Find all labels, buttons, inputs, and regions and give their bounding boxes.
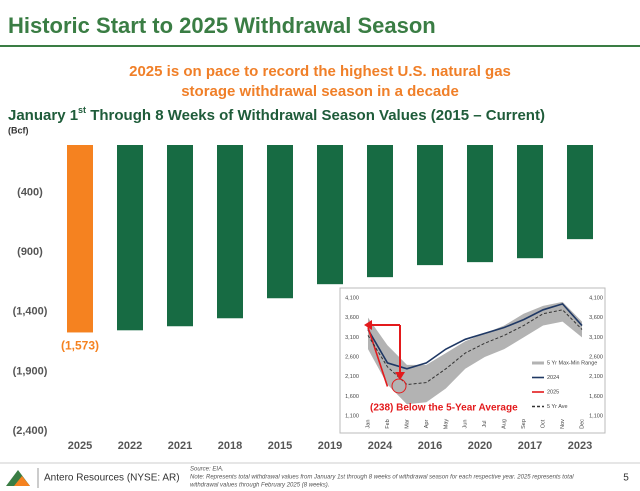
chart-title: January 1st Through 8 Weeks of Withdrawa… xyxy=(8,105,545,124)
x-tick-label: 2023 xyxy=(568,440,592,452)
bar xyxy=(517,145,543,259)
bar xyxy=(67,145,93,333)
x-tick-label: 2015 xyxy=(268,440,292,452)
bar xyxy=(217,145,243,319)
y-tick-label: 1,100 xyxy=(345,413,359,419)
range-band xyxy=(368,301,582,405)
y-tick-label: 1,600 xyxy=(345,394,359,400)
bar-chart: (400) (900) (1,400) (1,900) (2,400) 2025 (1,57… xyxy=(13,145,593,452)
highlight xyxy=(391,378,407,394)
subtitle: storage withdrawal season in a decade xyxy=(181,83,459,100)
pointer-head xyxy=(395,372,405,380)
y-tick-label: 3,600 xyxy=(589,315,603,321)
x-tick-label: 2016 xyxy=(418,440,442,452)
x-tick-label: 2020 xyxy=(468,440,492,452)
x-tick-label: Jul xyxy=(482,420,488,427)
pointer-head xyxy=(364,320,372,330)
bar xyxy=(567,145,593,240)
x-tick-label: 2025 xyxy=(68,440,92,452)
data-label: (1,573) xyxy=(61,339,99,353)
y-tick-label: 2,100 xyxy=(345,374,359,380)
x-tick-label: 2021 xyxy=(168,440,192,452)
x-tick-label: Sep xyxy=(521,419,527,429)
series-line xyxy=(367,302,583,370)
bar xyxy=(467,145,493,263)
y-tick-label: 1,600 xyxy=(589,394,603,400)
y-tick-label: 3,100 xyxy=(589,335,603,341)
x-tick-label: Feb xyxy=(385,419,391,428)
y-tick-label: 2,100 xyxy=(589,374,603,380)
x-tick-label: Apr xyxy=(424,420,430,429)
series-line xyxy=(367,309,583,386)
chart-title-part: Through 8 Weeks of Withdrawal Season Val… xyxy=(86,107,545,124)
y-tick-label: (1,400) xyxy=(13,306,48,318)
x-tick-label: Dec xyxy=(579,419,585,429)
y-tick-label: (2,400) xyxy=(13,425,48,437)
chart-title-part: January 1 xyxy=(8,107,78,124)
x-tick-label: 2019 xyxy=(318,440,342,452)
bar xyxy=(317,145,343,285)
inset-chart: 1,100 1,100 1,600 1,600 2,100 2,100 2,600 2,600… xyxy=(339,287,606,434)
note: withdrawal values through February 2025 … xyxy=(190,483,329,489)
y-tick-label: 1,100 xyxy=(589,413,603,419)
y-tick-label: 3,600 xyxy=(345,315,359,321)
x-tick-label: 2017 xyxy=(518,440,542,452)
legend-label: 5 Yr Ave xyxy=(547,404,568,410)
chart-title-sup: st xyxy=(78,105,86,115)
x-tick-label: Jun xyxy=(463,420,469,429)
y-axis-label: (Bcf) xyxy=(8,125,29,135)
page-number: 5 xyxy=(623,473,629,484)
y-tick-label: (400) xyxy=(17,187,43,199)
slide-title: Historic Start to 2025 Withdrawal Season xyxy=(8,13,436,38)
y-tick-label: 2,600 xyxy=(589,354,603,360)
x-tick-label: Nov xyxy=(560,419,566,429)
subtitle: 2025 is on pace to record the highest U.… xyxy=(129,63,511,80)
x-tick-label: 2018 xyxy=(218,440,242,452)
x-tick-label: 2024 xyxy=(368,440,393,452)
y-tick-label: 4,100 xyxy=(589,295,603,301)
legend-label: 5 Yr Max-Min Range xyxy=(547,360,597,366)
x-tick-label: Mar xyxy=(404,419,410,429)
legend-label: 2025 xyxy=(547,389,559,395)
y-tick-label: 2,600 xyxy=(345,354,359,360)
x-tick-label: Aug xyxy=(502,419,508,429)
source: Source: EIA. xyxy=(190,467,224,473)
x-tick-label: Oct xyxy=(541,419,547,428)
legend-label: 2024 xyxy=(547,375,559,381)
bar xyxy=(117,145,143,331)
y-tick-label: 3,100 xyxy=(345,335,359,341)
logo xyxy=(14,476,30,486)
bar xyxy=(267,145,293,299)
annotation: (238) Below the 5-Year Average xyxy=(370,403,518,414)
x-tick-label: May xyxy=(443,419,449,430)
y-tick-label: (1,900) xyxy=(13,365,48,377)
bar xyxy=(167,145,193,327)
bar xyxy=(417,145,443,266)
x-tick-label: 2022 xyxy=(118,440,142,452)
series-line xyxy=(367,327,389,387)
company-name: Antero Resources (NYSE: AR) xyxy=(44,473,180,484)
x-tick-label: Jan xyxy=(365,420,371,429)
y-tick-label: 4,100 xyxy=(345,295,359,301)
y-tick-label: (900) xyxy=(17,246,43,258)
bar xyxy=(367,145,393,278)
note: Note: Represents total withdrawal values… xyxy=(190,475,574,481)
